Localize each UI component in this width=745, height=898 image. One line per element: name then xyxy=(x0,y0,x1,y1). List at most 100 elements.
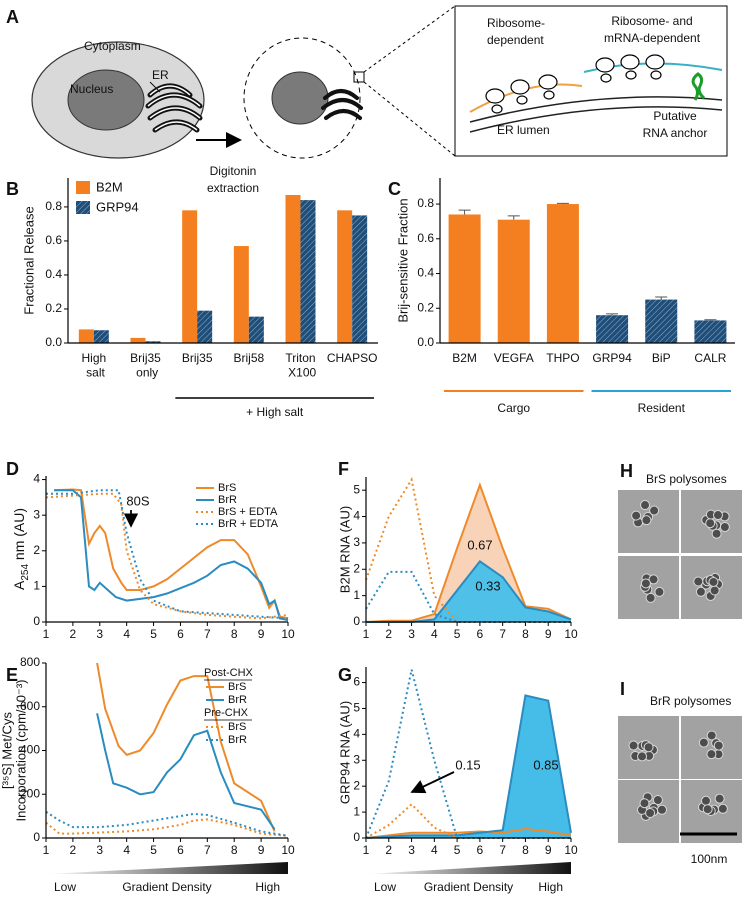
polysome-particle xyxy=(643,742,654,753)
x-tick-label: Brij35 xyxy=(182,351,213,365)
group-label: Resident xyxy=(638,401,686,415)
x-tick-label: 6 xyxy=(477,843,484,857)
polysome-particle xyxy=(637,751,648,762)
y-axis-label: GRP94 RNA (AU) xyxy=(337,701,352,804)
panel-letter: I xyxy=(620,679,625,699)
y-axis-label: [³⁵S] Met/Cys xyxy=(0,712,14,789)
gradient-label: High xyxy=(538,880,563,894)
x-tick-label: High salt xyxy=(81,351,106,379)
annotation: 80S xyxy=(126,493,149,508)
y-tick-label: 1 xyxy=(353,588,360,602)
polysome-particle xyxy=(639,798,650,809)
x-tick-label: 2 xyxy=(70,627,77,641)
line xyxy=(54,488,289,620)
gradient-ramp xyxy=(46,862,288,874)
y-tick-label: 0 xyxy=(353,830,360,844)
polysome-particle xyxy=(648,574,659,585)
y-tick-label: 2 xyxy=(33,543,40,557)
inset-label: mRNA-dependent xyxy=(604,31,701,45)
y-tick-label: 3 xyxy=(33,507,40,521)
x-tick-label: Brij58 xyxy=(233,351,264,365)
y-tick-label: 1 xyxy=(353,804,360,818)
gradient-label: Gradient Density xyxy=(424,880,513,894)
polysome-particle xyxy=(628,740,639,751)
x-tick-label: 8 xyxy=(231,627,238,641)
bar xyxy=(93,330,109,343)
y-tick-label: 3 xyxy=(353,752,360,766)
y-tick-label: 0.2 xyxy=(45,301,62,315)
x-tick-label: 9 xyxy=(545,627,552,641)
x-tick-label: 10 xyxy=(564,843,578,857)
polysome-particle xyxy=(708,576,719,587)
x-tick-label: 7 xyxy=(499,843,506,857)
x-tick-label: 2 xyxy=(385,843,392,857)
membrane xyxy=(469,96,723,123)
label-line: only xyxy=(133,366,158,380)
x-tick-label: 3 xyxy=(96,843,103,857)
label-line: High xyxy=(81,351,106,365)
x-tick-label: Brij35 only xyxy=(130,351,161,379)
micrographs xyxy=(618,490,742,843)
y-tick-label: 800 xyxy=(20,655,40,669)
x-tick-label: 3 xyxy=(408,843,415,857)
y-tick-label: 0.0 xyxy=(417,335,434,349)
label-line: CALR xyxy=(694,351,726,365)
error-bar xyxy=(556,202,569,205)
polysome-particle xyxy=(706,730,717,741)
x-tick-label: 3 xyxy=(408,627,415,641)
zoom-line xyxy=(363,5,456,73)
y-tick-label: 4 xyxy=(353,727,360,741)
y-tick-label: 1 xyxy=(33,579,40,593)
panel-letter: D xyxy=(6,459,19,479)
micrograph-title: BrR polysomes xyxy=(650,694,731,708)
x-tick-label: 4 xyxy=(123,627,130,641)
line xyxy=(45,810,289,837)
y-tick-label: 0.6 xyxy=(417,231,434,245)
label-line: Triton xyxy=(285,351,315,365)
bar xyxy=(285,195,301,343)
y-tick-label: 600 xyxy=(20,699,40,713)
legend-swatch xyxy=(76,181,90,194)
y-tick-label: 0.4 xyxy=(417,266,434,280)
line xyxy=(365,694,572,839)
annotation: 0.85 xyxy=(533,757,558,772)
polysome-particle xyxy=(640,578,651,589)
y-tick-label: 0.2 xyxy=(417,300,434,314)
line xyxy=(365,827,572,839)
x-tick-label: 9 xyxy=(258,627,265,641)
x-tick-label: 5 xyxy=(454,627,461,641)
label-line: THPO xyxy=(546,351,579,365)
x-tick-label: 6 xyxy=(177,843,184,857)
label-line: Brij35 xyxy=(182,351,213,365)
x-tick-label: 2 xyxy=(70,843,77,857)
bar xyxy=(145,341,161,343)
y-axis-label-part: A xyxy=(11,580,27,590)
y-axis-label: Fractional Release xyxy=(21,206,36,314)
bar xyxy=(448,214,481,343)
micrograph-title: BrS polysomes xyxy=(646,472,727,486)
polysome-particle xyxy=(712,510,723,521)
legend-label: BrR xyxy=(218,494,237,506)
polysome-particle xyxy=(641,515,652,526)
label-line: GRP94 xyxy=(592,351,632,365)
y-axis-label: Brij-sensitive Fraction xyxy=(395,198,410,322)
gradient-label: High xyxy=(255,880,280,894)
x-tick-label: 8 xyxy=(231,843,238,857)
y-axis-label: A254 nm (AU) xyxy=(11,508,31,590)
polysome-particle xyxy=(711,528,722,539)
nucleus-label: Nucleus xyxy=(70,82,113,96)
label-line: CHAPSO xyxy=(327,351,378,365)
x-tick-label: 4 xyxy=(431,843,438,857)
y-tick-label: 0 xyxy=(33,830,40,844)
y-axis-label: Incorporation (cpm/10⁻³) xyxy=(13,680,28,822)
x-tick-label: 3 xyxy=(96,627,103,641)
polysome-particle xyxy=(700,795,711,806)
x-tick-label: 4 xyxy=(123,843,130,857)
legend-label: BrR + EDTA xyxy=(218,518,279,530)
x-tick-label: 2 xyxy=(385,627,392,641)
x-tick-label: GRP94 xyxy=(592,351,632,365)
annotation: 0.33 xyxy=(475,578,500,593)
y-tick-label: 400 xyxy=(20,743,40,757)
panel-letter: H xyxy=(620,461,633,481)
polysome-particle xyxy=(652,794,663,805)
